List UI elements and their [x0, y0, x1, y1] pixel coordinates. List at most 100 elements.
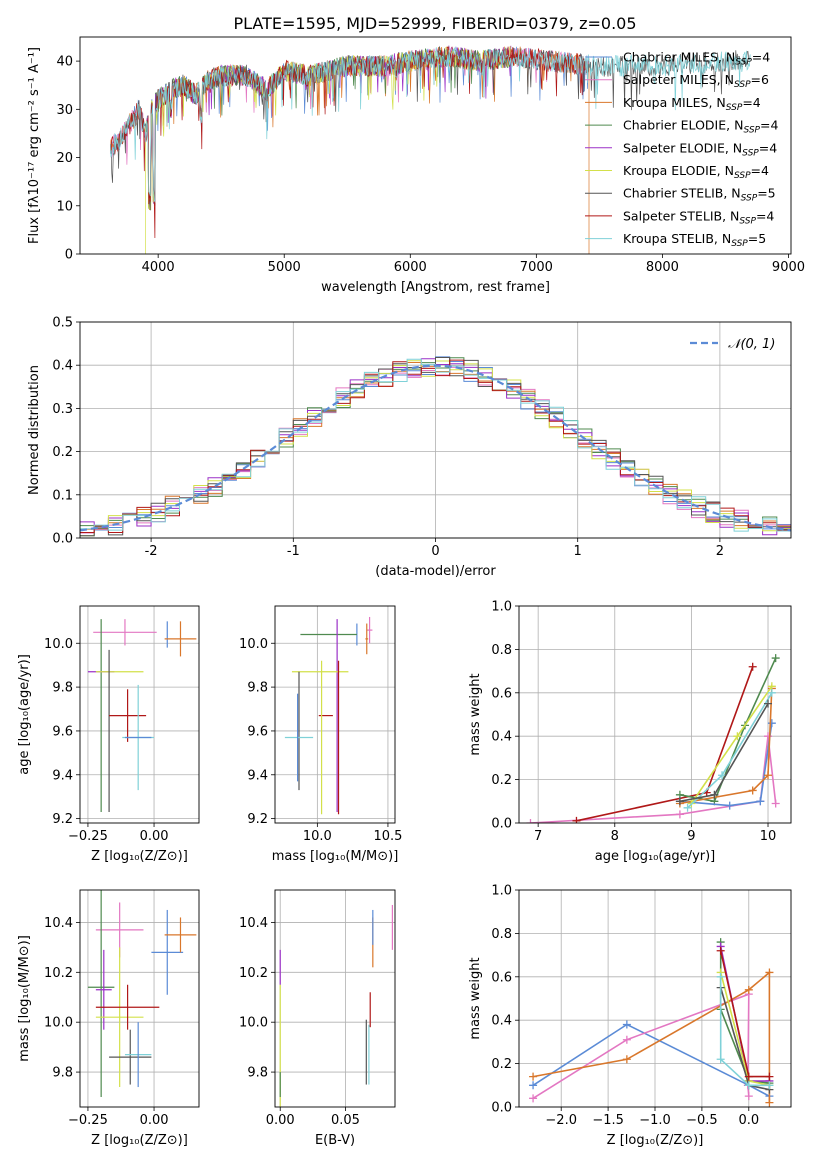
axes-frame	[79, 605, 200, 824]
legend-label-tail: =5	[757, 186, 775, 201]
plus-marker	[748, 786, 757, 795]
y-axis-label: mass weight	[468, 673, 483, 755]
mass-vs-ebv-panel: 0.00 0.05 9.8 10.0 10.2 10.4 E(B-V)	[239, 889, 396, 1148]
plus-marker	[716, 946, 725, 955]
mass-vs-metallicity-panel: −0.25 0.00 9.8 10.0 10.2 10.4 Z [log₁₀(Z/Z⊙)] m…	[17, 889, 200, 1148]
plus-marker	[675, 810, 684, 819]
x-tick-label: −0.25	[68, 829, 108, 844]
plus-marker	[771, 799, 780, 808]
x-axis-label: wavelength [Angstrom, rest frame]	[321, 280, 550, 295]
plus-marker	[765, 968, 774, 977]
y-tick-label: 0.0	[52, 532, 73, 547]
legend-label: Salpeter ELODIE, NSSP=4	[623, 140, 777, 158]
errorbar-point	[95, 984, 160, 1030]
x-tick-label: 1	[574, 544, 582, 559]
plus-marker	[764, 771, 773, 780]
plus-marker	[622, 1020, 631, 1029]
axes-frame	[274, 889, 396, 1108]
x-tick-label: 8	[611, 829, 619, 844]
y-tick-label: 10.4	[239, 916, 268, 931]
y-tick-label: 0.3	[52, 402, 73, 417]
spectrum-line-salpeter-stelib	[109, 46, 590, 239]
x-tick-label: 8000	[646, 260, 679, 275]
legend-label: Chabrier ELODIE, NSSP=4	[623, 118, 778, 136]
plus-marker	[767, 719, 776, 728]
errorbar-point	[365, 623, 369, 655]
x-tick-label: 5000	[268, 260, 301, 275]
x-tick-label: 7	[534, 829, 542, 844]
plus-marker	[725, 801, 734, 810]
legend-label-tail: =6	[751, 72, 769, 87]
plus-marker	[765, 1081, 774, 1090]
errorbar-point	[109, 1029, 152, 1085]
plus-marker	[744, 1081, 753, 1090]
residuals-panel: -2 -1 0 1 2 0.0 0.1 0.2 0.3 0.4 0.5 (data-model)/er…	[27, 316, 792, 579]
plot-area	[526, 654, 780, 823]
y-tick-label: 0.6	[491, 970, 512, 985]
plus-marker	[767, 688, 776, 697]
x-tick-label: −1.5	[592, 1113, 624, 1128]
y-tick-label: 10.4	[44, 916, 73, 931]
legend-label-sub: SSP	[734, 80, 751, 90]
y-axis-label: Flux [fλ10⁻¹⁷ erg cm⁻² s⁻¹ A⁻¹]	[27, 47, 42, 244]
legend-label-tail: =4	[752, 50, 770, 65]
legend-label-tail: =4	[759, 140, 777, 155]
legend-label-main: Chabrier MILES, N	[623, 50, 735, 65]
x-axis-label: Z [log₁₀(Z/Z⊙)]	[91, 1133, 188, 1148]
y-tick-label: 0.1	[52, 488, 73, 503]
x-tick-label: 9000	[772, 260, 805, 275]
y-tick-label: 10.0	[239, 637, 268, 652]
axes-frame	[79, 889, 200, 1108]
x-tick-label: -1	[287, 544, 300, 559]
plus-marker	[710, 790, 719, 799]
legend-label: 𝒩(0, 1)	[728, 337, 775, 352]
plot-area	[529, 938, 774, 1107]
y-tick-label: 10.0	[44, 1016, 73, 1031]
plot-area	[109, 45, 751, 254]
plus-marker	[529, 1081, 538, 1090]
plus-marker	[526, 819, 535, 823]
legend-label-sub: SSP	[743, 126, 760, 136]
errorbar-point	[95, 949, 112, 1030]
y-tick-label: 9.8	[52, 681, 73, 696]
y-tick-label: 9.8	[247, 1066, 268, 1081]
plus-marker	[675, 797, 684, 806]
histogram-kroupa-stelib	[80, 358, 791, 536]
x-axis-label: E(B-V)	[315, 1133, 355, 1148]
legend-label-main: Kroupa STELIB, N	[623, 231, 731, 246]
plus-marker	[716, 1055, 725, 1064]
x-tick-label: 9	[687, 829, 695, 844]
mass-weight-vs-age-panel: 7 8 9 10 0.0 0.2 0.4 0.6 0.8 1.0 age [log₁₀(age/yr…	[468, 600, 792, 864]
spectrum-line-kroupa-stelib	[109, 47, 751, 203]
legend-label-tail: =4	[760, 118, 778, 133]
legend-label-sub: SSP	[735, 58, 752, 68]
x-tick-label: 0.00	[266, 1113, 295, 1128]
y-tick-label: 0.2	[52, 445, 73, 460]
legend-label-main: Chabrier STELIB, N	[623, 186, 741, 201]
legend-label: Chabrier MILES, NSSP=4	[623, 50, 770, 68]
x-tick-label: 10.5	[373, 829, 402, 844]
y-axis-label: mass weight	[468, 957, 483, 1039]
legend-label-main: Salpeter MILES, N	[623, 72, 734, 87]
y-tick-label: 0.8	[491, 643, 512, 658]
y-tick-label: 9.4	[52, 768, 73, 783]
x-axis-label: Z [log₁₀(Z/Z⊙)]	[607, 1133, 704, 1148]
legend-label-sub: SSP	[734, 171, 751, 181]
legend-label-tail: =5	[748, 231, 766, 246]
x-tick-label: 10	[760, 829, 777, 844]
legend-label-tail: =4	[742, 95, 760, 110]
legend-label-sub: SSP	[742, 148, 759, 158]
y-axis-label: age [log₁₀(age/yr)]	[17, 654, 32, 775]
weight-line-kroupa-miles	[679, 688, 773, 805]
y-tick-label: 9.2	[247, 812, 268, 827]
y-tick-label: 0.5	[52, 316, 73, 331]
errorbar-point	[87, 890, 115, 1098]
y-tick-label: 10.2	[44, 966, 73, 981]
age-vs-mass-panel: 10.0 10.5 9.2 9.4 9.6 9.8 10.0 mass [log₁₀(M/M⊙…	[239, 605, 402, 864]
errorbar-point	[151, 909, 184, 995]
y-tick-label: 10.0	[239, 1016, 268, 1031]
x-tick-label: 6000	[394, 260, 427, 275]
weight-line-chabrier-miles	[679, 723, 773, 807]
y-tick-label: 30	[56, 103, 73, 118]
